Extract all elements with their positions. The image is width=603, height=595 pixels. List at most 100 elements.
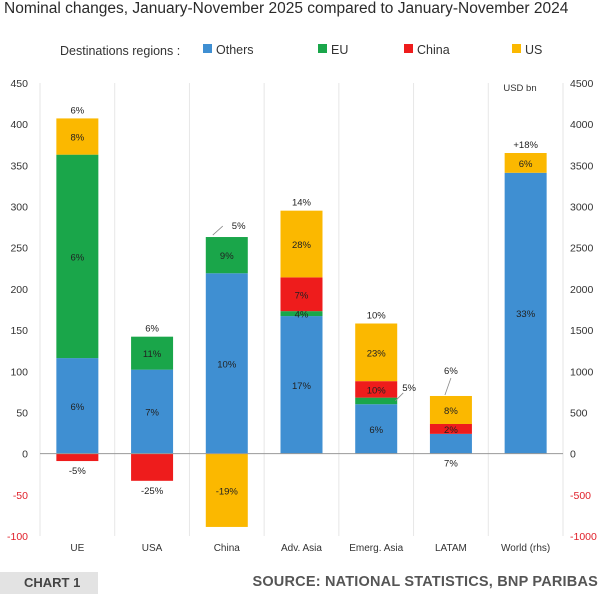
callout-line xyxy=(444,377,452,396)
bar-segment-us xyxy=(56,118,99,155)
data-label: -25% xyxy=(141,486,164,497)
data-label: 6% xyxy=(369,425,383,436)
data-label: 10% xyxy=(367,311,387,322)
left-axis-tick: 100 xyxy=(10,366,28,378)
data-label: 6% xyxy=(145,324,159,335)
bar-segment-china xyxy=(56,453,99,462)
bar-segment-others xyxy=(56,358,99,454)
legend-title: Destinations regions : xyxy=(60,44,180,58)
bar-segment-us xyxy=(205,453,248,527)
data-label: 5% xyxy=(402,383,416,394)
data-label: 6% xyxy=(70,402,84,413)
category-label: Emerg. Asia xyxy=(349,543,403,554)
legend-swatch-us xyxy=(512,44,521,53)
right-axis-tick: 1500 xyxy=(570,325,594,337)
bar-segment-others xyxy=(504,172,547,454)
bar-segment-china xyxy=(355,381,398,398)
left-axis-tick: 450 xyxy=(10,78,28,90)
data-label: +18% xyxy=(513,140,538,151)
data-label: 8% xyxy=(444,406,458,417)
bar-segment-eu xyxy=(280,311,323,317)
data-label: 8% xyxy=(70,133,84,144)
bar-segment-eu xyxy=(205,237,248,274)
data-label: 6% xyxy=(70,252,84,263)
legend-label-eu: EU xyxy=(331,43,348,57)
right-axis-tick: 2000 xyxy=(570,284,594,296)
source-note: SOURCE: NATIONAL STATISTICS, BNP PARIBAS xyxy=(252,574,598,590)
legend-swatch-china xyxy=(404,44,413,53)
legend-label-others: Others xyxy=(216,43,254,57)
right-axis-tick: 500 xyxy=(570,407,588,419)
bar-segment-others xyxy=(205,273,248,454)
data-label: 7% xyxy=(145,408,159,419)
category-label: World (rhs) xyxy=(501,543,550,554)
bar-segment-china xyxy=(429,423,472,434)
data-label: 7% xyxy=(295,290,309,301)
callout-line xyxy=(212,225,224,236)
bar-segment-others xyxy=(429,433,472,454)
left-axis-tick: 350 xyxy=(10,160,28,172)
bar-segment-others xyxy=(131,369,174,454)
legend-swatch-others xyxy=(203,44,212,53)
stacked-bar-chart: -100-50050100150200250300350400450-1000-… xyxy=(7,43,597,554)
bar-segment-eu xyxy=(131,336,174,370)
legend-label-china: China xyxy=(417,43,450,57)
data-label: 11% xyxy=(143,349,162,360)
left-axis-tick: 50 xyxy=(16,407,28,419)
bar-segment-others xyxy=(280,316,323,454)
left-axis-tick: 400 xyxy=(10,119,28,131)
right-axis-tick: -500 xyxy=(570,490,591,502)
callout-line xyxy=(394,392,404,402)
right-axis-unit: USD bn xyxy=(503,83,536,94)
bar-segment-china xyxy=(131,453,174,481)
category-label: Adv. Asia xyxy=(281,543,322,554)
data-label: 28% xyxy=(292,240,312,251)
data-label: 9% xyxy=(220,251,234,262)
left-axis-tick: 0 xyxy=(22,449,28,461)
left-axis-tick: 200 xyxy=(10,284,28,296)
data-label: 14% xyxy=(292,198,312,209)
right-axis-tick: 2500 xyxy=(570,243,594,255)
chart-title: Nominal changes, January-November 2025 c… xyxy=(4,0,569,17)
data-label: 5% xyxy=(232,221,246,232)
bar-segment-us xyxy=(355,323,398,382)
bar-segment-us xyxy=(504,153,547,173)
data-label: 6% xyxy=(444,366,458,377)
right-axis-tick: -1000 xyxy=(570,531,597,543)
left-axis-tick: 250 xyxy=(10,243,28,255)
right-axis-tick: 3500 xyxy=(570,160,594,172)
category-label: USA xyxy=(142,543,163,554)
data-label: -19% xyxy=(216,486,239,497)
data-label: 6% xyxy=(70,105,84,116)
left-axis-tick: -50 xyxy=(13,490,28,502)
bar-segment-china xyxy=(280,277,323,312)
data-label: 10% xyxy=(367,385,387,396)
right-axis-tick: 0 xyxy=(570,449,576,461)
bar-segment-eu xyxy=(355,397,398,405)
bar-segment-eu xyxy=(56,154,99,359)
bar-segment-us xyxy=(429,395,472,424)
data-label: 6% xyxy=(519,159,533,170)
data-label: 2% xyxy=(444,425,458,436)
right-axis-tick: 1000 xyxy=(570,366,594,378)
data-label: 10% xyxy=(217,359,237,370)
right-axis-tick: 4500 xyxy=(570,78,594,90)
data-label: 23% xyxy=(367,348,387,359)
bar-segment-others xyxy=(355,404,398,454)
left-axis-tick: 150 xyxy=(10,325,28,337)
left-axis-tick: -100 xyxy=(7,531,28,543)
left-axis-tick: 300 xyxy=(10,202,28,214)
legend-swatch-eu xyxy=(318,44,327,53)
category-label: LATAM xyxy=(435,543,467,554)
data-label: 33% xyxy=(516,309,536,320)
bar-segment-us xyxy=(280,210,323,278)
legend-label-us: US xyxy=(525,43,542,57)
chart-number-label: CHART 1 xyxy=(0,572,98,594)
data-label: -5% xyxy=(69,466,86,477)
category-label: UE xyxy=(70,543,84,554)
data-label: 17% xyxy=(292,381,312,392)
data-label: 7% xyxy=(444,459,458,470)
right-axis-tick: 4000 xyxy=(570,119,594,131)
data-label: 4% xyxy=(295,310,309,321)
right-axis-tick: 3000 xyxy=(570,202,594,214)
